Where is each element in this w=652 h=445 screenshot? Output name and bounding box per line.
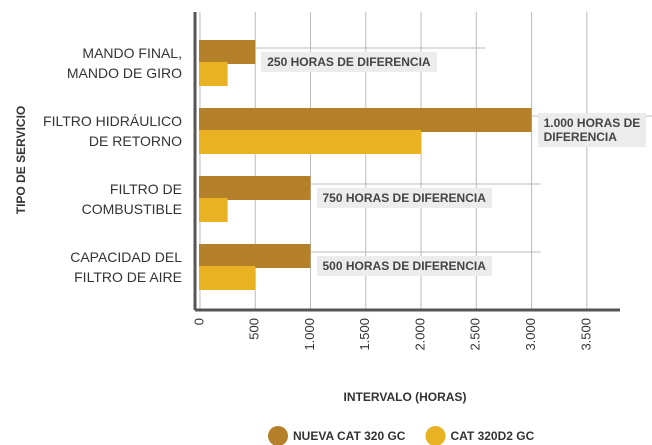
bar: [198, 40, 256, 64]
legend-label: CAT 320D2 GC: [450, 429, 534, 443]
legend-swatch: [268, 426, 288, 445]
annotation: 500 HORAS DE DIFERENCIA: [316, 256, 492, 276]
annotation: 250 HORAS DE DIFERENCIA: [261, 52, 437, 72]
x-tick-label: 1.500: [357, 318, 372, 351]
x-tick-label: 2.000: [412, 318, 427, 351]
category-label: FILTRO HIDRÁULICO DE RETORNO: [43, 113, 182, 149]
category-label: FILTRO DE COMBUSTIBLE: [81, 181, 182, 217]
legend-swatch: [425, 426, 446, 445]
bar: [198, 244, 311, 268]
bar: [198, 108, 532, 132]
x-axis-label: INTERVALO (HORAS): [344, 390, 467, 404]
bar: [198, 198, 228, 222]
legend-label: NUEVA CAT 320 GC: [293, 429, 406, 443]
bar: [198, 266, 256, 290]
y-axis-label: TIPO DE SERVICIO: [14, 106, 28, 214]
category-label: CAPACIDAD DEL FILTRO DE AIRE: [70, 249, 182, 285]
bar: [198, 62, 228, 86]
x-tick-label: 3.500: [578, 318, 593, 351]
x-tick-label: 500: [247, 318, 262, 340]
x-tick-label: 2.500: [468, 318, 483, 351]
x-tick-label: 0: [191, 318, 206, 325]
bar: [198, 176, 311, 200]
x-tick-label: 1.000: [302, 318, 317, 351]
bar: [198, 130, 422, 154]
annotation: 1.000 HORAS DE DIFERENCIA: [537, 113, 647, 147]
x-tick-label: 3.000: [523, 318, 538, 351]
annotation: 750 HORAS DE DIFERENCIA: [316, 188, 492, 208]
category-label: MANDO FINAL, MANDO DE GIRO: [66, 45, 182, 81]
